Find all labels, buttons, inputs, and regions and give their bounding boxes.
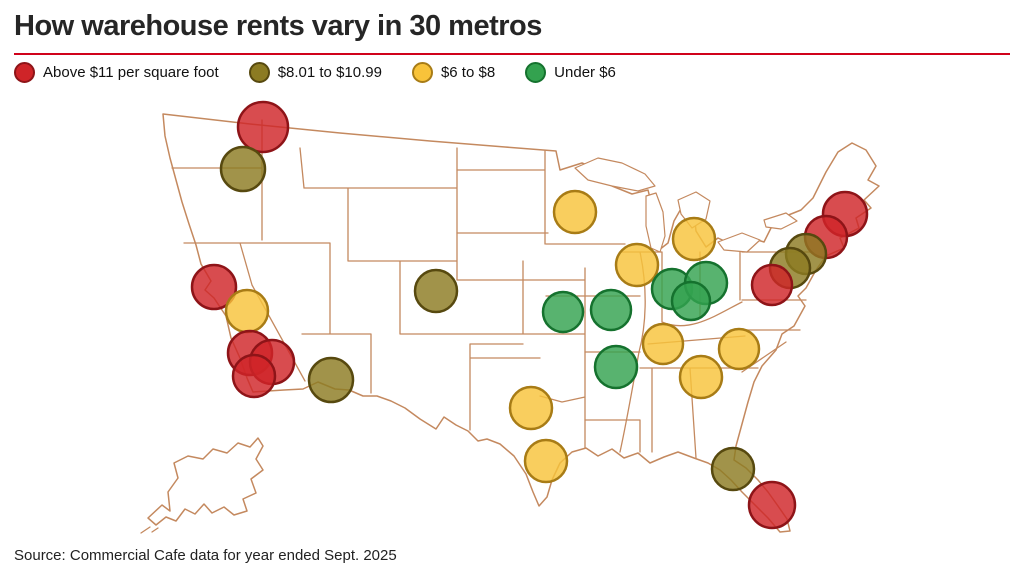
metro-bubble-6-8 bbox=[523, 438, 569, 484]
metro-bubble-6-8 bbox=[614, 242, 660, 288]
metro-bubble-6-8 bbox=[678, 354, 724, 400]
lake-erie bbox=[717, 232, 761, 253]
legend-swatch-6-8-icon bbox=[411, 62, 433, 83]
lake-michigan bbox=[645, 192, 666, 253]
legend-swatch-8-11-icon bbox=[248, 62, 270, 83]
legend-label: $8.01 to $10.99 bbox=[277, 64, 382, 81]
legend-label: $6 to $8 bbox=[440, 64, 496, 81]
legend-label: Above $11 per square foot bbox=[43, 64, 219, 81]
bubble-layer bbox=[190, 100, 869, 530]
legend: Above $11 per square foot $8.01 to $10.9… bbox=[14, 62, 616, 83]
metro-bubble-8-11 bbox=[219, 145, 267, 193]
metro-bubble-above-11 bbox=[750, 263, 794, 307]
metro-bubble-above-11 bbox=[231, 353, 277, 399]
great-lakes bbox=[574, 157, 798, 253]
legend-item-under-6: Under $6 bbox=[525, 62, 616, 83]
alaska-outline bbox=[140, 437, 264, 534]
metro-bubble-under-6 bbox=[593, 344, 639, 390]
title-rule bbox=[14, 53, 1010, 55]
legend-item-above-11: Above $11 per square foot bbox=[14, 62, 219, 83]
legend-item-6-8: $6 to $8 bbox=[411, 62, 496, 83]
metro-bubble-above-11 bbox=[747, 480, 797, 530]
legend-item-8-11: $8.01 to $10.99 bbox=[248, 62, 382, 83]
legend-label: Under $6 bbox=[554, 64, 616, 81]
metro-bubble-under-6 bbox=[589, 288, 633, 332]
metro-bubble-under-6 bbox=[541, 290, 585, 334]
legend-swatch-under-6-icon bbox=[525, 62, 547, 83]
metro-bubble-above-11 bbox=[236, 100, 290, 154]
metro-bubble-6-8 bbox=[671, 216, 717, 262]
metro-bubble-under-6 bbox=[670, 280, 712, 322]
metro-bubble-6-8 bbox=[641, 322, 685, 366]
lake-ontario bbox=[763, 212, 798, 230]
metro-bubble-6-8 bbox=[224, 288, 270, 334]
metro-bubble-6-8 bbox=[508, 385, 554, 431]
metro-bubble-8-11 bbox=[710, 446, 756, 492]
metro-bubble-8-11 bbox=[307, 356, 355, 404]
metro-bubble-8-11 bbox=[413, 268, 459, 314]
metro-bubble-6-8 bbox=[717, 327, 761, 371]
source-note: Source: Commercial Cafe data for year en… bbox=[14, 547, 397, 564]
lake-superior bbox=[574, 157, 656, 192]
page-title: How warehouse rents vary in 30 metros bbox=[14, 10, 542, 42]
metro-bubble-6-8 bbox=[552, 189, 598, 235]
metro-bubble-above-11 bbox=[190, 263, 238, 311]
legend-swatch-above-11-icon bbox=[14, 62, 35, 83]
us-outline bbox=[162, 113, 880, 533]
